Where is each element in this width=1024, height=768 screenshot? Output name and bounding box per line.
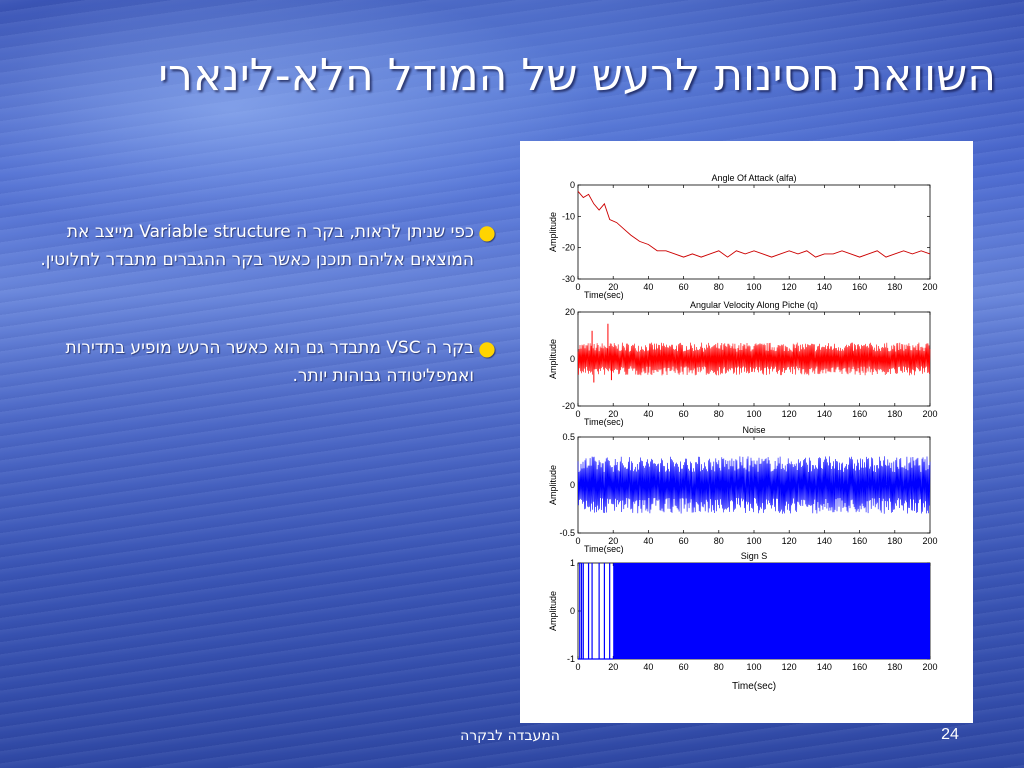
x-axis-label: Time(sec): [584, 290, 624, 300]
y-axis-label: Amplitude: [548, 465, 558, 505]
x-tick-label: 100: [746, 282, 761, 292]
x-tick-label: 60: [679, 662, 689, 672]
y-tick-label: -20: [562, 243, 575, 253]
x-tick-label: 40: [643, 409, 653, 419]
x-tick-label: 0: [575, 662, 580, 672]
x-tick-label: 40: [643, 662, 653, 672]
x-tick-label: 80: [714, 282, 724, 292]
x-tick-label: 160: [852, 662, 867, 672]
page-number: 24: [941, 726, 959, 743]
x-tick-label: 60: [679, 282, 689, 292]
chart-title: Angle Of Attack (alfa): [711, 173, 796, 183]
x-tick-label: 100: [746, 409, 761, 419]
y-tick-label: 0: [570, 606, 575, 616]
bullet-text: כפי שניתן לראות, בקר ה Variable structur…: [40, 222, 474, 270]
x-tick-label: 180: [887, 662, 902, 672]
y-tick-label: 0: [570, 180, 575, 190]
y-axis-label: Amplitude: [548, 591, 558, 631]
y-tick-label: -30: [562, 274, 575, 284]
series-line: [577, 342, 931, 376]
x-tick-label: 60: [679, 536, 689, 546]
chart-title: Sign S: [741, 551, 768, 561]
x-tick-label: 20: [608, 409, 618, 419]
x-tick-label: 140: [817, 662, 832, 672]
bullet-item: ● בקר ה VSC מתבדר גם הוא כאשר הרעש מופיע…: [12, 334, 500, 390]
x-axis-label: Time(sec): [584, 417, 624, 427]
x-tick-label: 100: [746, 536, 761, 546]
y-tick-label: 0.5: [562, 432, 575, 442]
x-tick-label: 200: [922, 409, 937, 419]
x-axis-label: Time(sec): [732, 681, 776, 692]
chart-title: Angular Velocity Along Piche (q): [690, 300, 818, 310]
y-axis-label: Amplitude: [548, 339, 558, 379]
slide-title: השוואת חסינות לרעש של המודל הלא-לינארי: [158, 50, 996, 101]
charts-svg: Angle Of Attack (alfa) Amplitude Time(sec)…: [548, 173, 938, 692]
axes-box: [577, 184, 931, 280]
x-tick-label: 200: [922, 662, 937, 672]
bullet-text: בקר ה VSC מתבדר גם הוא כאשר הרעש מופיע ב…: [65, 338, 474, 386]
series-switching-fill: [613, 563, 930, 659]
x-tick-label: 180: [887, 536, 902, 546]
x-tick-label: 20: [608, 536, 618, 546]
y-tick-label: -1: [567, 654, 575, 664]
chart-panel: Angle Of Attack (alfa) Amplitude Time(sec)…: [520, 141, 973, 723]
x-tick-label: 200: [922, 282, 937, 292]
x-tick-label: 200: [922, 536, 937, 546]
bullet-item: ● כפי שניתן לראות, בקר ה Variable struct…: [12, 218, 500, 274]
x-tick-label: 20: [608, 282, 618, 292]
x-tick-label: 140: [817, 409, 832, 419]
x-axis-label: Time(sec): [584, 544, 624, 554]
y-tick-label: 0: [570, 480, 575, 490]
x-tick-label: 120: [782, 282, 797, 292]
y-tick-label: 0: [570, 354, 575, 364]
x-tick-label: 20: [608, 662, 618, 672]
y-tick-label: -20: [562, 401, 575, 411]
series-line: [577, 456, 931, 514]
series-line: [577, 191, 931, 258]
x-tick-label: 140: [817, 282, 832, 292]
y-axis-label: Amplitude: [548, 212, 558, 252]
x-tick-label: 120: [782, 662, 797, 672]
y-tick-label: 20: [565, 307, 575, 317]
x-tick-label: 80: [714, 409, 724, 419]
y-tick-label: -0.5: [559, 528, 575, 538]
bullet-dot-icon: ●: [478, 220, 496, 244]
x-tick-label: 180: [887, 409, 902, 419]
x-tick-label: 160: [852, 409, 867, 419]
x-tick-label: 160: [852, 536, 867, 546]
x-tick-label: 120: [782, 536, 797, 546]
x-tick-label: 40: [643, 536, 653, 546]
y-tick-label: 1: [570, 558, 575, 568]
x-tick-label: 80: [714, 662, 724, 672]
x-tick-label: 100: [746, 662, 761, 672]
y-tick-label: -10: [562, 211, 575, 221]
x-tick-label: 0: [575, 282, 580, 292]
x-tick-label: 180: [887, 282, 902, 292]
chart-title: Noise: [742, 425, 765, 435]
x-tick-label: 80: [714, 536, 724, 546]
x-tick-label: 60: [679, 409, 689, 419]
x-tick-label: 0: [575, 409, 580, 419]
x-tick-label: 120: [782, 409, 797, 419]
bullet-list: ● כפי שניתן לראות, בקר ה Variable struct…: [12, 218, 500, 450]
x-tick-label: 40: [643, 282, 653, 292]
x-tick-label: 140: [817, 536, 832, 546]
bullet-dot-icon: ●: [478, 336, 496, 360]
x-tick-label: 160: [852, 282, 867, 292]
footer-text: המעבדה לבקרה: [460, 728, 560, 744]
x-tick-label: 0: [575, 536, 580, 546]
